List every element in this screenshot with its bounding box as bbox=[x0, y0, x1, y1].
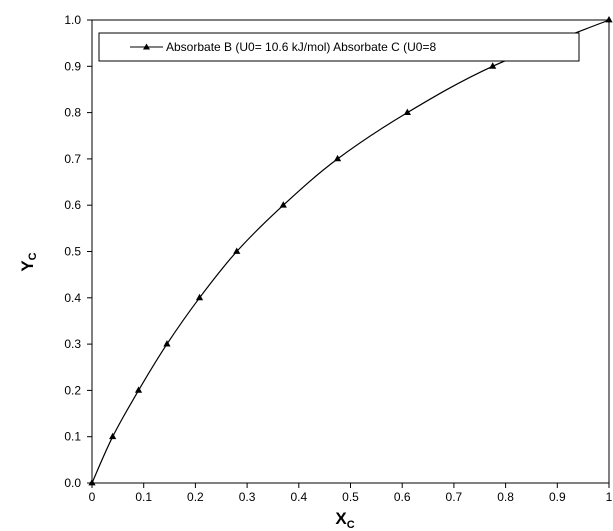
y-axis-title-sub: C bbox=[27, 252, 39, 260]
x-tick-label: 0.9 bbox=[549, 490, 566, 504]
data-point bbox=[333, 154, 342, 162]
data-point bbox=[233, 247, 241, 254]
y-tick-label: 0.8 bbox=[64, 106, 81, 120]
y-tick-label: 0.5 bbox=[64, 245, 81, 259]
x-tick-label: 0.6 bbox=[394, 490, 411, 504]
x-tick-label: 1 bbox=[606, 490, 613, 504]
legend-label: Absorbate B (U0= 10.6 kJ/mol) Absorbate … bbox=[166, 40, 436, 54]
y-tick-label: 0.1 bbox=[64, 430, 81, 444]
data-point bbox=[605, 16, 613, 23]
y-axis-title: YC bbox=[18, 252, 39, 271]
series-line bbox=[91, 19, 610, 484]
x-tick-label: 0.8 bbox=[497, 490, 514, 504]
plot-area bbox=[91, 19, 610, 484]
y-tick-label: 0.6 bbox=[64, 198, 81, 212]
y-tick-label: 0.0 bbox=[64, 476, 81, 490]
x-tick-label: 0.3 bbox=[239, 490, 256, 504]
data-point bbox=[403, 108, 411, 115]
x-tick-label: 0.7 bbox=[446, 490, 463, 504]
data-point bbox=[163, 340, 171, 347]
y-tick-label: 0.3 bbox=[64, 337, 81, 351]
y-tick-label: 0.7 bbox=[64, 152, 81, 166]
legend-marker-swatch bbox=[143, 43, 150, 50]
data-point bbox=[489, 62, 497, 69]
x-tick-label: 0.4 bbox=[290, 490, 307, 504]
data-point bbox=[88, 479, 96, 486]
y-axis-title-main: Y bbox=[18, 260, 37, 272]
y-tick-label: 1.0 bbox=[64, 13, 81, 27]
data-point bbox=[134, 386, 143, 393]
x-tick-label: 0 bbox=[89, 490, 96, 504]
x-tick-label: 0.5 bbox=[342, 490, 359, 504]
data-point bbox=[109, 432, 117, 440]
x-axis-title: XC bbox=[335, 509, 354, 531]
data-point bbox=[279, 201, 287, 208]
series-layer bbox=[88, 16, 613, 486]
x-axis-title-sub: C bbox=[347, 519, 355, 531]
y-tick-label: 0.4 bbox=[64, 291, 81, 305]
ticks-layer: 0 0.1 0.2 0.3 0.4 0.5 0.6 0.7 0.8 0.9 1 0.0 0.1 0.2 0.… bbox=[64, 13, 612, 504]
y-tick-label: 0.2 bbox=[64, 383, 81, 397]
y-tick-label: 0.9 bbox=[64, 59, 81, 73]
data-point bbox=[195, 293, 204, 301]
x-tick-label: 0.1 bbox=[135, 490, 152, 504]
x-tick-label: 0.2 bbox=[187, 490, 204, 504]
x-axis-title-main: X bbox=[335, 509, 347, 528]
legend: Absorbate B (U0= 10.6 kJ/mol) Absorbate … bbox=[98, 32, 580, 62]
legend-box bbox=[98, 32, 580, 62]
